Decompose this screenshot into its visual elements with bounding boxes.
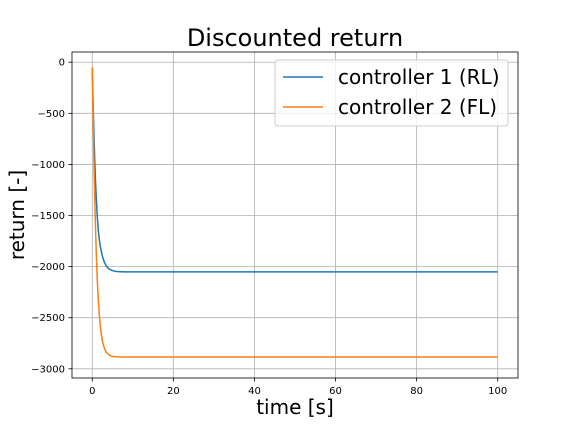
plot-frame [71, 51, 519, 379]
x-axis-label: time [s] [256, 395, 334, 419]
axis-ticks: 0 20 40 60 80 100 0 −500 −1000 −1500 −2000 −2500 −30… [31, 58, 507, 397]
series-layer [91, 67, 498, 358]
x-tick-label: 20 [167, 386, 180, 397]
x-tick-label: 40 [248, 386, 261, 397]
x-tick-label: 80 [410, 386, 423, 397]
legend-box [274, 59, 509, 127]
x-tick-label: 0 [89, 386, 95, 397]
x-tick-label: 60 [329, 386, 342, 397]
y-tick-label: −2500 [31, 313, 65, 324]
chart-title: Discounted return [187, 24, 403, 52]
y-tick-label: −500 [38, 109, 65, 120]
legend-label-controller-2: controller 2 (FL) [338, 95, 497, 119]
y-tick-label: 0 [59, 58, 65, 69]
y-tick-label: −1500 [31, 211, 65, 222]
y-tick-label: −1000 [31, 160, 65, 171]
y-tick-label: −3000 [31, 364, 65, 375]
legend-label-controller-1: controller 1 (RL) [338, 65, 500, 89]
legend: controller 1 (RL) controller 2 (FL) [274, 59, 509, 127]
y-axis-label: return [-] [5, 170, 29, 260]
x-tick-label: 100 [488, 386, 507, 397]
series-line-controller-1 [91, 67, 498, 273]
series-line-controller-2 [91, 67, 498, 358]
y-tick-label: −2000 [31, 262, 65, 273]
